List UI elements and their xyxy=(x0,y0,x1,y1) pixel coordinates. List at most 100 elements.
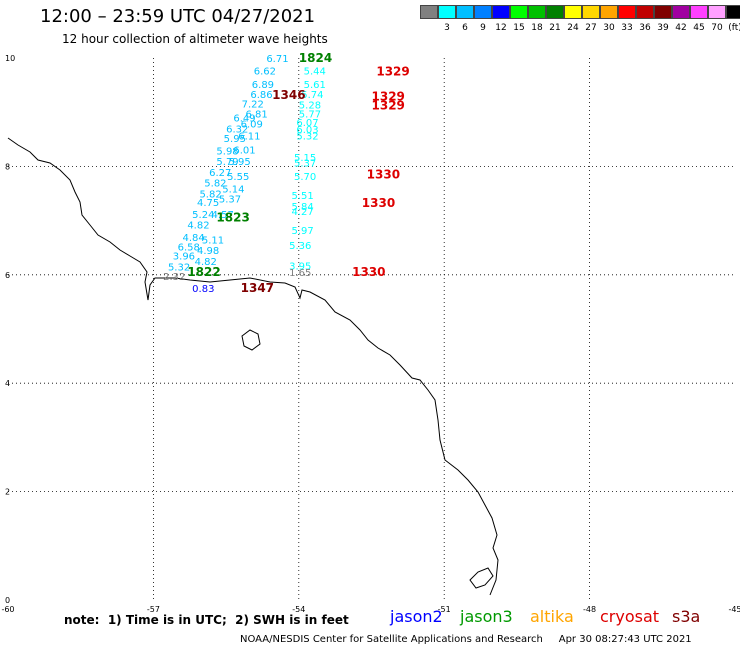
wave-height-value: 0.83 xyxy=(192,284,214,295)
legend-swatch-label: 9 xyxy=(480,23,486,33)
satellite-jason2: jason2 xyxy=(390,607,443,626)
legend-swatch xyxy=(474,5,492,19)
legend-swatch-label: 21 xyxy=(549,23,561,33)
x-tick-label: -45 xyxy=(728,605,740,614)
wave-height-value: 4.57 xyxy=(212,210,234,221)
legend-swatch-label: 45 xyxy=(693,23,705,33)
wave-height-value: 7.22 xyxy=(242,99,264,110)
wave-height-value: 6.71 xyxy=(266,54,288,65)
wave-height-value: 5.82 xyxy=(204,178,226,189)
legend-swatch xyxy=(510,5,528,19)
legend-swatch xyxy=(654,5,672,19)
wave-height-color-legend xyxy=(420,5,740,19)
wave-height-value: 3.96 xyxy=(173,252,195,263)
wave-height-value: 4.98 xyxy=(197,246,219,257)
wave-height-value: 5.95 xyxy=(224,134,246,145)
legend-swatch xyxy=(546,5,564,19)
wave-height-value: 4.82 xyxy=(187,221,209,232)
legend-swatch-label: 15 xyxy=(513,23,525,33)
wave-height-value: 5.55 xyxy=(227,172,249,183)
legend-swatch xyxy=(726,5,740,19)
wave-height-value: 5.24 xyxy=(192,210,214,221)
wave-height-value: 6.58 xyxy=(178,242,200,253)
legend-swatch-label: 30 xyxy=(603,23,615,33)
wave-height-value: 5.95 xyxy=(229,157,251,168)
pass-time-label: 1329 xyxy=(372,98,405,112)
island xyxy=(241,329,261,351)
legend-swatch xyxy=(618,5,636,19)
wave-height-value: 5.51 xyxy=(292,191,314,202)
wave-height-value: 5.28 xyxy=(299,100,321,111)
wave-height-value: 5.84 xyxy=(292,202,314,213)
wave-height-value: 5.32 xyxy=(296,131,318,142)
wave-height-value: 5.82 xyxy=(199,189,221,200)
legend-swatch-label: 33 xyxy=(621,23,633,33)
legend-swatch xyxy=(438,5,456,19)
wave-height-value: 5.98 xyxy=(216,146,238,157)
x-tick-label: -57 xyxy=(147,605,160,614)
map-subtitle: 12 hour collection of altimeter wave hei… xyxy=(62,32,328,46)
pass-time-label: 1330 xyxy=(362,196,395,210)
pass-time-label: 1347 xyxy=(241,281,274,295)
wave-height-value: 6.32 xyxy=(226,124,248,135)
wave-height-value: 5.32 xyxy=(168,262,190,273)
pass-time-label: 1329 xyxy=(372,89,405,103)
wave-height-value: 5.15 xyxy=(294,153,316,164)
wave-height-value: 5.79 xyxy=(216,157,238,168)
wave-height-value: 6.27 xyxy=(209,168,231,179)
x-tick-label: -54 xyxy=(292,605,305,614)
satellite-s3a: s3a xyxy=(672,607,701,626)
x-tick-label: -48 xyxy=(583,605,596,614)
coastline-delta xyxy=(469,567,494,589)
wave-height-value: 4.75 xyxy=(197,198,219,209)
wave-height-value: 5.97 xyxy=(292,226,314,237)
legend-swatch-label: 27 xyxy=(585,23,597,33)
map-title: 12:00 – 23:59 UTC 04/27/2021 xyxy=(40,6,316,27)
satellite-cryosat: cryosat xyxy=(600,607,660,626)
legend-swatch-label: 39 xyxy=(657,23,669,33)
pass-time-label: 1329 xyxy=(376,64,409,78)
coastline-mainland xyxy=(7,137,499,596)
legend-swatch-label: 24 xyxy=(567,23,579,33)
legend-swatch-label: 12 xyxy=(495,23,507,33)
wave-height-value: 3.95 xyxy=(289,261,311,272)
wave-height-value: 1.65 xyxy=(289,268,311,279)
pass-time-label: 1346 xyxy=(272,88,305,102)
legend-swatch xyxy=(672,5,690,19)
footer-credit: NOAA/NESDIS Center for Satellite Applica… xyxy=(240,634,692,645)
wave-height-value: 6.03 xyxy=(296,125,318,136)
legend-swatch-label: (ft) xyxy=(728,23,740,33)
satellite-altika: altika xyxy=(530,607,574,626)
wave-height-value: 5.11 xyxy=(202,235,224,246)
pass-time-label: 1822 xyxy=(187,265,220,279)
coastline xyxy=(7,137,499,596)
legend-swatch xyxy=(690,5,708,19)
legend-swatch-label: 18 xyxy=(531,23,543,33)
x-tick-label: -60 xyxy=(1,605,14,614)
wave-height-value: 6.07 xyxy=(296,118,318,129)
y-tick-label: 2 xyxy=(5,488,10,497)
legend-swatch xyxy=(600,5,618,19)
wave-height-value: 6.81 xyxy=(245,110,267,121)
wave-height-value: 6.09 xyxy=(241,119,263,130)
y-tick-label: 10 xyxy=(5,54,15,63)
wave-height-value: 6.49 xyxy=(233,113,255,124)
wave-height-value: 5.37 xyxy=(219,195,241,206)
legend-swatch-label: 70 xyxy=(711,23,723,33)
pass-time-label: 1824 xyxy=(299,51,332,65)
wave-height-value: 5.37 xyxy=(294,158,316,169)
legend-swatch xyxy=(582,5,600,19)
wave-height-value: 4.82 xyxy=(195,257,217,268)
wave-height-value: 6.01 xyxy=(233,145,255,156)
legend-swatch xyxy=(456,5,474,19)
note-text: note: 1) Time is in UTC; 2) SWH is in fe… xyxy=(64,613,349,627)
wave-height-observations: 6.716.62 6.896.867.226.816.496.096.326.11… xyxy=(163,54,326,295)
x-tick-label: -51 xyxy=(438,605,451,614)
legend-swatch xyxy=(420,5,438,19)
legend-swatch xyxy=(708,5,726,19)
wave-height-value: 6.11 xyxy=(238,131,260,142)
wave-height-value: 5.74 xyxy=(301,90,323,101)
wave-height-value: 5.61 xyxy=(304,80,326,91)
